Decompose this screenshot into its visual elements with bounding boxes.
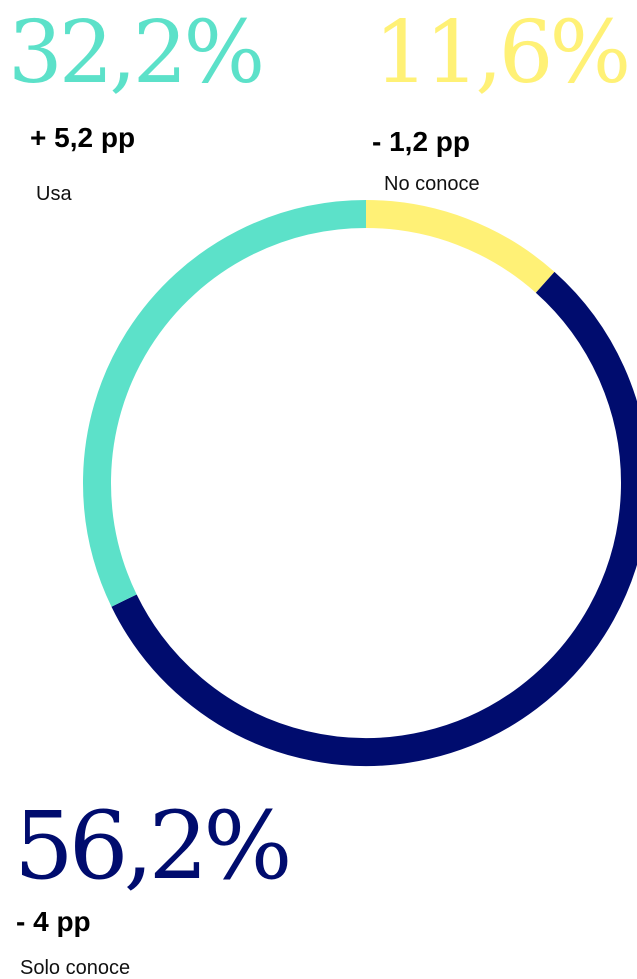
usa-change: + 5,2 pp (30, 122, 136, 153)
solo-conoce-percentage: 56,2% (14, 792, 293, 901)
usa-percentage: 32,2% (8, 3, 265, 103)
solo-conoce-change: - 4 pp (16, 906, 91, 937)
donut-segments (83, 200, 637, 766)
segment-no-conoce (365, 200, 555, 293)
segment-solo-conoce (111, 271, 637, 766)
usa-label: Usa (36, 183, 72, 205)
no-conoce-label: No conoce (384, 173, 480, 195)
no-conoce-change: - 1,2 pp (372, 126, 471, 157)
no-conoce-percentage: 11,6% (374, 3, 631, 103)
segment-usa (83, 200, 367, 607)
solo-conoce-label: Solo conoce (20, 957, 131, 979)
